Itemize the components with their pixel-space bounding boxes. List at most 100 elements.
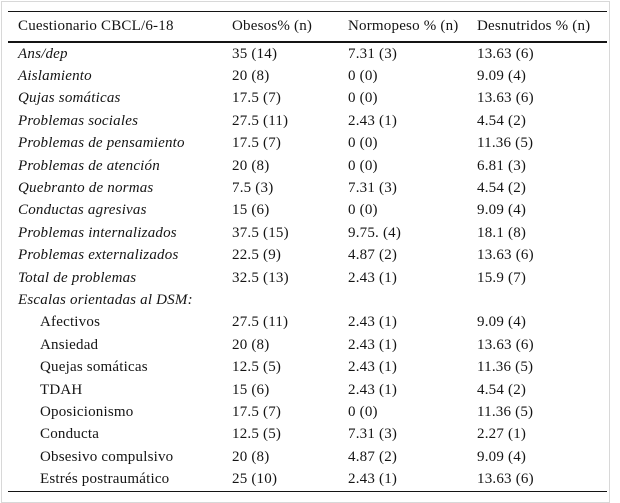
table-row: Conductas agresivas 15 (6) 0 (0) 9.09 (4): [8, 200, 607, 222]
cell-value: [348, 289, 477, 311]
cell-value: 4.87 (2): [348, 247, 398, 264]
cell-value: 4.87 (2): [348, 448, 398, 465]
cell-value: 15 (6): [232, 381, 270, 398]
cell-value: 13.63 (6): [477, 247, 534, 264]
row-label: Conductas agresivas: [18, 202, 147, 219]
table-row: Ansiedad 20 (8) 2.43 (1) 13.63 (6): [8, 334, 607, 356]
cell-value: 0 (0): [348, 403, 378, 420]
cell-value: 27.5 (11): [232, 314, 289, 331]
cell-value: 9.09 (4): [477, 68, 527, 85]
table-body: Ans/dep 35 (14) 7.31 (3) 13.63 (6) Aislamien…: [8, 42, 607, 491]
cell-value: 7.31 (3): [348, 426, 398, 443]
cell-value: 4.54 (2): [477, 180, 527, 197]
table-header: Cuestionario CBCL/6-18 Obesos% (n) Normo…: [8, 11, 607, 43]
cell-value: 17.5 (7): [232, 135, 282, 152]
row-label: Ans/dep: [18, 45, 68, 62]
table-row: Problemas de pensamiento 17.5 (7) 0 (0) 11.…: [8, 133, 607, 155]
table-row: Afectivos 27.5 (11) 2.43 (1) 9.09 (4): [8, 312, 607, 334]
table-row: Estrés postraumático 25 (10) 2.43 (1) 13.63…: [8, 468, 607, 491]
table-row: TDAH 15 (6) 2.43 (1) 4.54 (2): [8, 379, 607, 401]
cell-value: 13.63 (6): [477, 45, 534, 62]
cell-value: 11.36 (5): [477, 135, 534, 152]
cell-value: 12.5 (5): [232, 359, 282, 376]
table-row: Problemas de atención 20 (8) 0 (0) 6.81 (3): [8, 155, 607, 177]
table-row: Quejas somáticas 12.5 (5) 2.43 (1) 11.36 (5…: [8, 356, 607, 378]
table-row: Conducta 12.5 (5) 7.31 (3) 2.27 (1): [8, 424, 607, 446]
cell-value: 4.54 (2): [477, 381, 527, 398]
cell-value: 2.43 (1): [348, 314, 398, 331]
row-label: Problemas de atención: [18, 157, 160, 174]
table-row: Escalas orientadas al DSM:: [8, 289, 607, 311]
row-label: Problemas de pensamiento: [18, 135, 185, 152]
cell-value: 13.63 (6): [477, 471, 534, 488]
cell-value: 0 (0): [348, 157, 378, 174]
cell-value: 4.54 (2): [477, 112, 527, 129]
cell-value: 27.5 (11): [232, 112, 289, 129]
cell-value: [232, 289, 348, 311]
table-row: Ans/dep 35 (14) 7.31 (3) 13.63 (6): [8, 42, 607, 65]
row-label: Escalas orientadas al DSM:: [18, 291, 193, 308]
cell-value: [477, 289, 607, 311]
cell-value: 9.75. (4): [348, 224, 402, 241]
row-label: Aislamiento: [18, 68, 92, 85]
table-row: Qujas somáticas 17.5 (7) 0 (0) 13.63 (6): [8, 88, 607, 110]
table-row: Aislamiento 20 (8) 0 (0) 9.09 (4): [8, 65, 607, 87]
table-row: Problemas internalizados 37.5 (15) 9.75. (…: [8, 222, 607, 244]
cell-value: 13.63 (6): [477, 90, 534, 107]
cell-value: 0 (0): [348, 135, 378, 152]
cell-value: 20 (8): [232, 448, 270, 465]
cell-value: 12.5 (5): [232, 426, 282, 443]
cell-value: 0 (0): [348, 68, 378, 85]
row-label: Ansiedad: [40, 336, 99, 353]
cell-value: 25 (10): [232, 471, 278, 488]
cell-value: 20 (8): [232, 336, 270, 353]
row-label: Conducta: [40, 426, 100, 443]
cell-value: 9.09 (4): [477, 448, 527, 465]
row-label: Quejas somáticas: [40, 359, 148, 376]
cell-value: 7.31 (3): [348, 45, 398, 62]
table-row: Oposicionismo 17.5 (7) 0 (0) 11.36 (5): [8, 401, 607, 423]
cell-value: 0 (0): [348, 90, 378, 107]
cell-value: 7.31 (3): [348, 180, 398, 197]
cell-value: 7.5 (3): [232, 180, 274, 197]
cell-value: 35 (14): [232, 45, 278, 62]
cell-value: 20 (8): [232, 68, 270, 85]
row-label: Oposicionismo: [40, 403, 134, 420]
row-label: Obsesivo compulsivo: [40, 448, 174, 465]
row-label: Total de problemas: [18, 269, 137, 286]
cell-value: 11.36 (5): [477, 403, 534, 420]
cell-value: 17.5 (7): [232, 90, 282, 107]
cell-value: 9.09 (4): [477, 314, 527, 331]
row-label: Estrés postraumático: [40, 471, 170, 488]
cell-value: 32.5 (13): [232, 269, 289, 286]
cell-value: 9.09 (4): [477, 202, 527, 219]
row-label: Afectivos: [40, 314, 101, 331]
cell-value: 15.9 (7): [477, 269, 527, 286]
column-header-normopeso: Normopeso % (n): [348, 11, 477, 43]
cbcl-results-table: Cuestionario CBCL/6-18 Obesos% (n) Normo…: [8, 11, 607, 492]
row-label: Problemas externalizados: [18, 247, 179, 264]
cell-value: 18.1 (8): [477, 224, 527, 241]
cell-value: 2.43 (1): [348, 336, 398, 353]
table-row: Problemas sociales 27.5 (11) 2.43 (1) 4.54 …: [8, 110, 607, 132]
table-row: Total de problemas 32.5 (13) 2.43 (1) 15.9 …: [8, 267, 607, 289]
table-row: Obsesivo compulsivo 20 (8) 4.87 (2) 9.09 (4…: [8, 446, 607, 468]
cell-value: 6.81 (3): [477, 157, 527, 174]
row-label: Problemas sociales: [18, 112, 139, 129]
table-row: Problemas externalizados 22.5 (9) 4.87 (2)…: [8, 245, 607, 267]
cell-value: 20 (8): [232, 157, 270, 174]
cell-value: 2.43 (1): [348, 269, 398, 286]
column-header-cuestionario: Cuestionario CBCL/6-18: [8, 11, 232, 43]
cell-value: 13.63 (6): [477, 336, 534, 353]
column-header-obesos: Obesos% (n): [232, 11, 348, 43]
table-header-row: Cuestionario CBCL/6-18 Obesos% (n) Normo…: [8, 11, 607, 43]
cell-value: 11.36 (5): [477, 359, 534, 376]
cell-value: 37.5 (15): [232, 224, 289, 241]
cell-value: 2.43 (1): [348, 359, 398, 376]
cell-value: 2.27 (1): [477, 426, 527, 443]
row-label: Quebranto de normas: [18, 180, 154, 197]
row-label: Qujas somáticas: [18, 90, 121, 107]
cell-value: 0 (0): [348, 202, 378, 219]
row-label: Problemas internalizados: [18, 224, 177, 241]
